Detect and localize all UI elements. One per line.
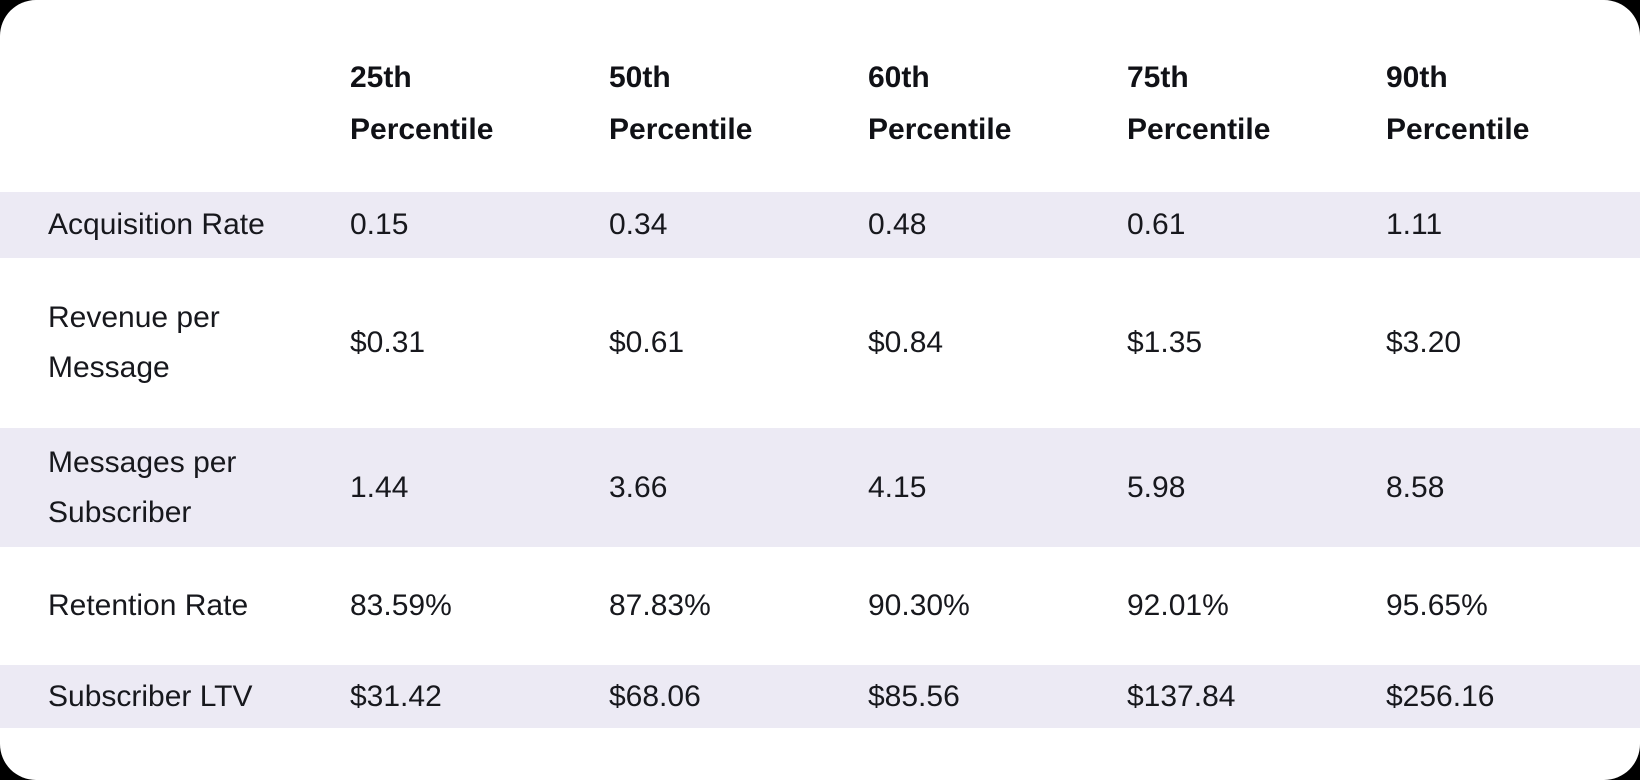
column-header-label: 60th Percentile <box>868 61 1012 146</box>
value-cell: $0.84 <box>868 326 944 359</box>
value-cell: 83.59% <box>350 589 452 622</box>
column-header-60th-percentile: 60th Percentile <box>868 52 1127 156</box>
table-header-row: 25th Percentile 50th Percentile 60th Per… <box>0 0 1640 192</box>
row-label: Acquisition Rate <box>48 208 265 241</box>
row-label: Messages per Subscriber <box>48 445 237 529</box>
table-row-acquisition-rate: Acquisition Rate 0.15 0.34 0.48 0.61 1.1… <box>0 192 1640 258</box>
value-cell: $31.42 <box>350 679 442 713</box>
table-row-subscriber-ltv: Subscriber LTV $31.42 $68.06 $85.56 $137… <box>0 665 1640 728</box>
value-cell: $85.56 <box>868 679 960 713</box>
table-row-messages-per-subscriber: Messages per Subscriber 1.44 3.66 4.15 5… <box>0 428 1640 547</box>
value-cell: 1.44 <box>350 470 409 504</box>
column-header-50th-percentile: 50th Percentile <box>609 52 868 156</box>
row-label-cell: Acquisition Rate <box>48 200 350 250</box>
value-cell: $3.20 <box>1386 326 1462 359</box>
column-header-90th-percentile: 90th Percentile <box>1386 52 1640 156</box>
row-label: Retention Rate <box>48 589 249 622</box>
value-cell: 90.30% <box>868 589 970 622</box>
value-cell: $256.16 <box>1386 679 1495 713</box>
value-cell: 3.66 <box>609 470 668 504</box>
row-label: Revenue per Message <box>48 301 220 384</box>
row-label-cell: Messages per Subscriber <box>48 438 350 538</box>
row-label-cell: Revenue per Message <box>48 293 350 393</box>
table-row-revenue-per-message: Revenue per Message $0.31 $0.61 $0.84 $1… <box>0 258 1640 428</box>
column-header-label: 50th Percentile <box>609 61 753 146</box>
column-header-75th-percentile: 75th Percentile <box>1127 52 1386 156</box>
value-cell: $0.31 <box>350 326 426 359</box>
value-cell: $137.84 <box>1127 679 1236 713</box>
value-cell: 8.58 <box>1386 470 1445 504</box>
value-cell: 5.98 <box>1127 470 1186 504</box>
column-header-label: 75th Percentile <box>1127 61 1271 146</box>
column-header-label: 90th Percentile <box>1386 61 1530 146</box>
value-cell: 0.15 <box>350 208 409 241</box>
value-cell: 4.15 <box>868 470 927 504</box>
value-cell: $0.61 <box>609 326 685 359</box>
table-row-retention-rate: Retention Rate 83.59% 87.83% 90.30% 92.0… <box>0 547 1640 665</box>
value-cell: 1.11 <box>1386 208 1443 241</box>
column-header-label: 25th Percentile <box>350 61 494 146</box>
value-cell: $1.35 <box>1127 326 1203 359</box>
value-cell: 0.61 <box>1127 208 1186 241</box>
value-cell: 92.01% <box>1127 589 1229 622</box>
row-label: Subscriber LTV <box>48 679 253 713</box>
value-cell: $68.06 <box>609 679 701 713</box>
row-label-cell: Retention Rate <box>48 581 350 631</box>
value-cell: 0.48 <box>868 208 927 241</box>
value-cell: 0.34 <box>609 208 668 241</box>
row-label-cell: Subscriber LTV <box>48 672 350 722</box>
column-header-25th-percentile: 25th Percentile <box>350 52 609 156</box>
value-cell: 87.83% <box>609 589 711 622</box>
value-cell: 95.65% <box>1386 589 1488 622</box>
